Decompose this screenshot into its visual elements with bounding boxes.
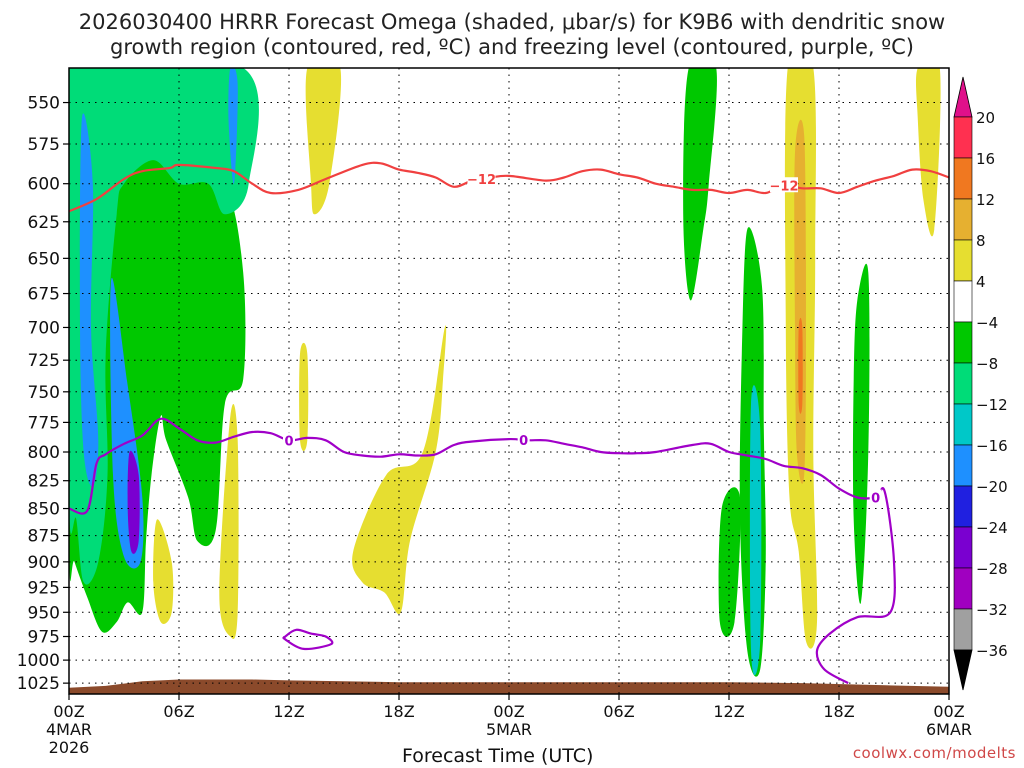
snow-growth-contour-label: −12 [467,173,496,188]
freezing-level-label-bg [283,432,295,448]
snow-growth-contour-line [69,161,949,213]
colorbar-bin [953,198,973,241]
colorbar-bin [953,157,973,200]
x-tick-label: 18Z [383,702,414,721]
omega-region-descent-col-d [219,404,239,639]
freezing-level-contour-line [69,417,896,685]
x-tick-year-label: 2026 [49,738,90,757]
y-tick-label: 575 [28,135,60,155]
colorbar-bin [953,239,973,282]
freezing-level-loop [282,628,334,651]
colorbar-bin [953,567,973,610]
colorbar-bin [953,321,973,364]
x-tick-label: 00Z [53,702,84,721]
snow-growth-label-bg [467,171,496,187]
freezing-level-label-bg [869,489,882,505]
y-tick-label: 850 [28,500,60,520]
x-tick-label: 12Z [713,702,744,721]
colorbar-label: 20 [976,109,995,127]
omega-region-ascent-late-b-core [749,385,762,676]
omega-region-ascent-early-purple [127,450,140,554]
x-tick-date-label: 4MAR [46,720,92,739]
x-tick-label: 12Z [273,702,304,721]
y-tick-label: 600 [28,175,60,195]
colorbar-bin [953,608,973,651]
omega-region-descent-col-a [305,68,342,215]
y-tick-label: 900 [28,553,60,573]
colorbar-label: −8 [976,355,998,373]
y-tick-label: 675 [28,285,60,305]
chart-title-line-1: 2026030400 HRRR Forecast Omega (shaded, … [78,10,946,34]
colorbar-label: −20 [976,478,1008,496]
x-tick-label: 00Z [493,702,524,721]
omega-region-descent-col-c [153,519,174,625]
colorbar-label: −4 [976,314,998,332]
freezing-level-contour-label: 0 [871,492,880,507]
omega-region-descent-late-a-core [794,119,806,484]
colorbar-label: −36 [976,642,1008,660]
freezing-level-contour-label: 0 [519,434,528,449]
snow-growth-contour-label: −12 [770,179,799,194]
y-tick-label: 975 [28,628,60,648]
freezing-level-label-bg [517,432,530,448]
y-tick-label: 650 [28,249,60,269]
freezing-level-contour-label: 0 [284,434,293,449]
y-tick-label: 800 [28,443,60,463]
colorbar-label: 12 [976,191,995,209]
colorbar-bin [953,444,973,487]
colorbar-label: −24 [976,519,1008,537]
x-tick-label: 06Z [163,702,194,721]
omega-region-descent-late-b [915,68,941,237]
x-tick-label: 18Z [823,702,854,721]
colorbar-bin [953,116,973,159]
colorbar-bin [953,485,973,528]
y-tick-label: 925 [28,578,60,598]
x-tick-date-label: 5MAR [486,720,532,739]
omega-region-descent-late-a-center [798,317,803,414]
omega-region-ascent-early-blue [79,113,99,487]
y-tick-label: 1025 [17,674,60,694]
colorbar-label: −16 [976,437,1008,455]
colorbar-label: −28 [976,560,1008,578]
colorbar-bin [953,362,973,405]
credit-text: coolwx.com/modelts [852,744,1016,762]
colorbar-bin [953,403,973,446]
y-tick-label: 750 [28,383,60,403]
omega-region-ascent-early-core [69,68,259,585]
x-axis-label: Forecast Time (UTC) [402,745,594,767]
colorbar-label: −32 [976,601,1008,619]
colorbar-bottom-triangle [953,649,973,691]
y-tick-label: 550 [28,94,60,114]
x-tick-label: 06Z [603,702,634,721]
omega-region-descent-col-b [352,325,447,615]
y-tick-label: 700 [28,318,60,338]
x-tick-date-label: 6MAR [926,720,972,739]
y-tick-label: 625 [28,213,60,233]
y-tick-label: 875 [28,527,60,547]
omega-region-descent-mid [299,342,309,452]
colorbar-label: 16 [976,150,995,168]
y-tick-label: 950 [28,603,60,623]
y-tick-label: 775 [28,413,60,433]
y-tick-label: 825 [28,472,60,492]
y-tick-label: 1000 [17,651,60,671]
colorbar-label: 4 [976,273,986,291]
omega-region-ascent-late-c [718,487,741,637]
x-tick-label: 00Z [933,702,964,721]
snow-growth-label-bg [770,177,798,193]
colorbar-bin [953,526,973,569]
colorbar-top-triangle [953,76,973,118]
omega-region-ascent-late-a [683,68,717,301]
omega-region-ascent-upper-col [228,68,238,184]
chart-title-line-2: growth region (contoured, red, ºC) and f… [110,35,914,59]
omega-region-ascent-late-d [852,263,870,604]
colorbar-label: −12 [976,396,1008,414]
y-tick-label: 725 [28,351,60,371]
colorbar-bin [953,280,973,323]
colorbar-label: 8 [976,232,986,250]
